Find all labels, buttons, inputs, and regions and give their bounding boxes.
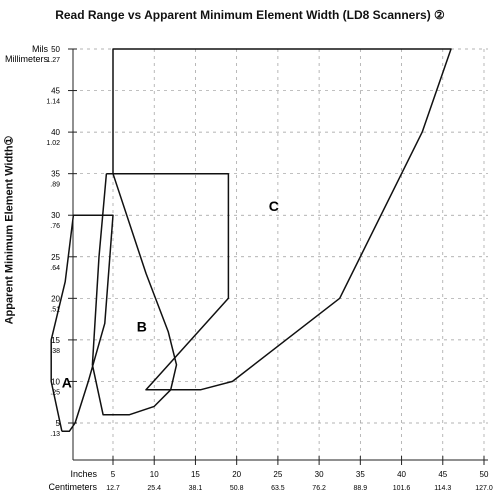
axis-labels: 5 .13 10 .25 15 .38 20 .51 25 .64 30 .76 35 .89 40 1.02… <box>5 44 493 492</box>
x-tick-label-in: 20 <box>232 470 241 479</box>
x-tick-label-in: 15 <box>191 470 200 479</box>
x-tick-label-in: 50 <box>480 470 489 479</box>
x-tick-label-cm: 101.6 <box>393 485 411 492</box>
y-tick-label-mils: 25 <box>51 253 60 262</box>
y-tick-label-mils: 35 <box>51 170 60 179</box>
series-outline-a <box>50 214 114 433</box>
y-tick-label-mm: .76 <box>50 223 60 230</box>
y-tick-label-mm: .64 <box>50 265 60 272</box>
y-unit-mm: Millimeters <box>5 54 49 64</box>
y-tick-label-mm: .25 <box>50 389 60 396</box>
x-tick-label-cm: 63.5 <box>271 485 285 492</box>
y-tick-label-mm: 1.27 <box>46 57 60 64</box>
y-tick-label-mils: 50 <box>51 45 60 54</box>
y-unit-mils: Mils <box>32 44 48 54</box>
x-unit-cm: Centimeters <box>48 482 97 492</box>
x-tick-label-in: 25 <box>273 470 282 479</box>
series-label-b: B <box>137 319 147 335</box>
x-tick-label-cm: 38.1 <box>189 485 203 492</box>
series-outline-c <box>106 48 452 391</box>
series-outline-b <box>91 172 178 416</box>
x-tick-label-in: 45 <box>438 470 447 479</box>
series-label-a: A <box>62 374 72 390</box>
y-tick-label-mm: .38 <box>50 348 60 355</box>
x-tick-label-cm: 114.3 <box>434 485 451 492</box>
y-tick-label-mm: .51 <box>50 306 60 313</box>
x-tick-label-in: 30 <box>315 470 324 479</box>
y-tick-label-mm: 1.02 <box>46 140 60 147</box>
x-tick-label-cm: 88.9 <box>354 485 368 492</box>
y-tick-label-mils: 15 <box>51 336 60 345</box>
x-unit-inches: Inches <box>70 469 97 479</box>
x-tick-label-in: 40 <box>397 470 406 479</box>
y-tick-label-mm: 1.14 <box>46 99 60 106</box>
y-tick-label-mm: .89 <box>50 182 60 189</box>
x-tick-label-in: 5 <box>111 470 116 479</box>
x-tick-label-cm: 76.2 <box>312 485 326 492</box>
chart-title: Read Range vs Apparent Minimum Element W… <box>55 8 445 22</box>
x-tick-label-cm: 127.0 <box>475 485 493 492</box>
y-tick-label-mils: 40 <box>51 128 60 137</box>
series-label-c: C <box>269 198 279 214</box>
plot-frame <box>72 49 488 461</box>
y-tick-label-mm: .13 <box>50 431 60 438</box>
y-tick-label-mils: 20 <box>51 294 60 303</box>
grid <box>73 48 488 460</box>
y-tick-label-mils: 5 <box>56 419 61 428</box>
x-tick-label-in: 35 <box>356 470 365 479</box>
x-tick-label-cm: 25.4 <box>147 485 161 492</box>
y-tick-label-mils: 45 <box>51 87 60 96</box>
y-tick-label-mils: 30 <box>51 211 60 220</box>
x-tick-label-cm: 50.8 <box>230 485 244 492</box>
y-tick-label-mils: 10 <box>51 377 60 386</box>
x-tick-label-in: 10 <box>150 470 159 479</box>
x-tick-label-cm: 12.7 <box>106 485 120 492</box>
series-group <box>50 48 452 433</box>
